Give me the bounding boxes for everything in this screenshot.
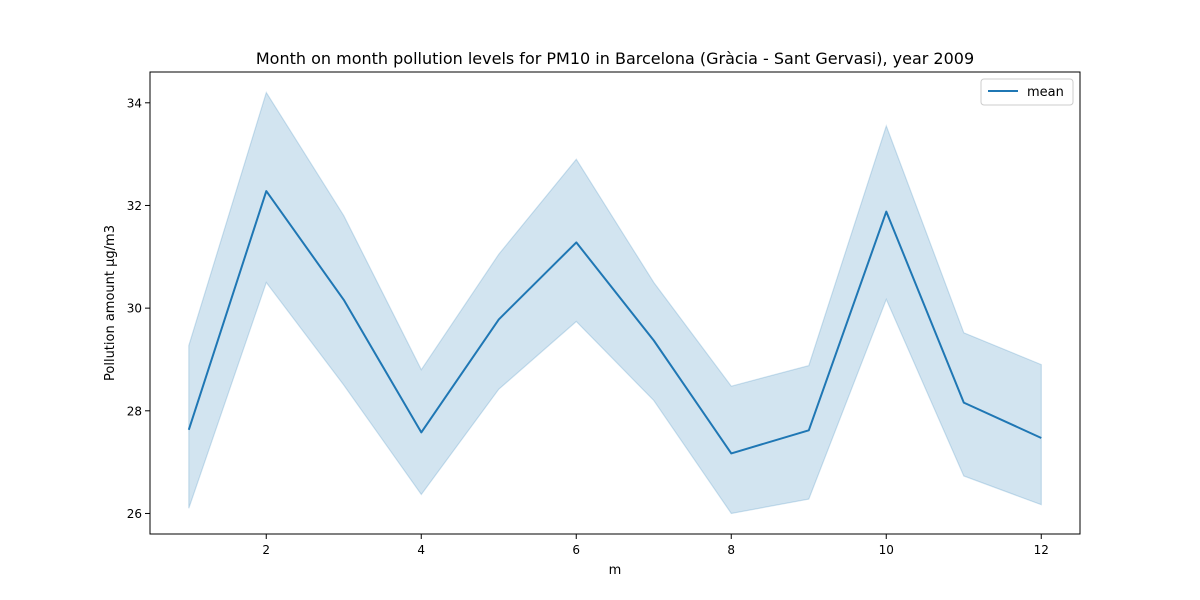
y-axis-label: Pollution amount µg/m3 <box>103 225 118 381</box>
chart-title: Month on month pollution levels for PM10… <box>256 49 974 68</box>
x-tick-label-8: 8 <box>727 543 735 557</box>
series-line-mean <box>187 190 1042 455</box>
data-point-mean-9 <box>807 428 811 432</box>
plot-area: 2 4 6 8 10 12 26 28 30 32 34 <box>127 71 1081 557</box>
x-tick-label-12: 12 <box>1034 543 1049 557</box>
data-point-mean-2 <box>264 189 268 193</box>
data-point-mean-5 <box>497 317 501 321</box>
data-point-mean-8 <box>729 451 733 455</box>
data-point-mean-1 <box>187 428 191 432</box>
x-tick-label-10: 10 <box>879 543 894 557</box>
legend: mean <box>980 78 1074 106</box>
data-point-mean-12 <box>1039 436 1043 440</box>
data-point-mean-6 <box>574 240 578 244</box>
data-point-mean-4 <box>419 430 423 434</box>
y-tick-label-30: 30 <box>127 302 142 316</box>
axes-frame <box>149 71 1081 535</box>
x-tick-label-4: 4 <box>417 543 425 557</box>
x-tick-label-6: 6 <box>572 543 580 557</box>
y-tick-label-28: 28 <box>127 404 142 418</box>
legend-frame <box>980 78 1074 106</box>
data-point-mean-7 <box>652 339 656 343</box>
y-tick-label-32: 32 <box>127 199 142 213</box>
x-tick-label-2: 2 <box>262 543 270 557</box>
data-point-mean-10 <box>884 210 888 214</box>
x-axis-label: m <box>609 563 622 578</box>
legend-label-mean: mean <box>1027 85 1064 100</box>
y-tick-label-26: 26 <box>127 507 142 521</box>
confidence-band-mean <box>188 91 1042 515</box>
data-point-mean-11 <box>962 401 966 405</box>
data-point-mean-3 <box>342 298 346 302</box>
y-tick-label-34: 34 <box>127 96 142 110</box>
